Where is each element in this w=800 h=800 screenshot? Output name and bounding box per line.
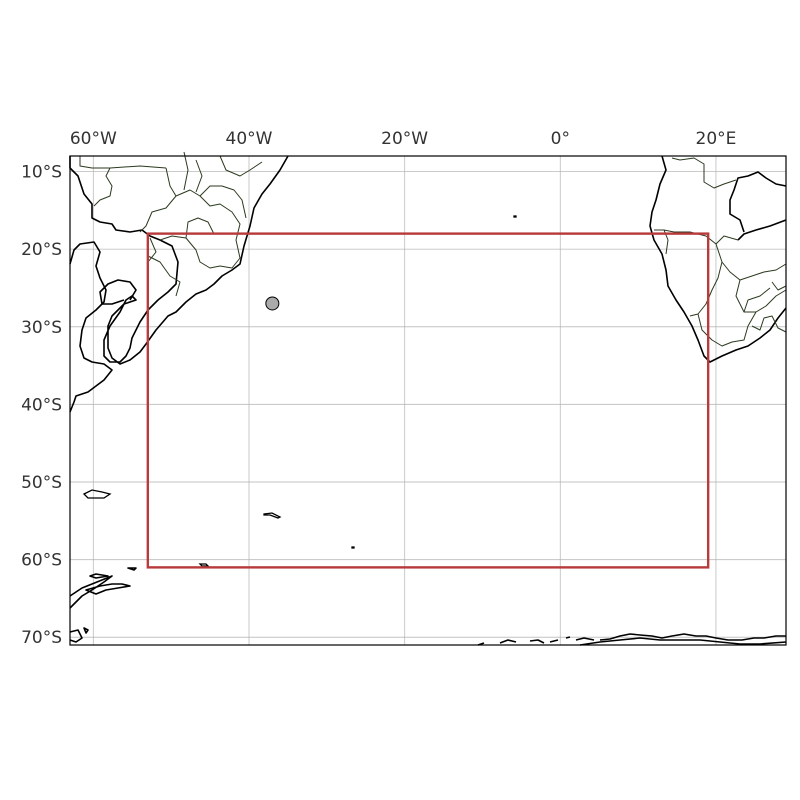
africa-coastline bbox=[649, 155, 787, 363]
latitude-tick-label: 40°S bbox=[21, 395, 62, 415]
islands bbox=[82, 215, 517, 567]
latitude-tick-label: 30°S bbox=[21, 318, 62, 338]
south-georgia-island bbox=[263, 512, 282, 519]
latitude-tick-label: 10°S bbox=[21, 163, 62, 183]
longitude-tick-label: 60°W bbox=[70, 129, 117, 149]
patagonia-coast bbox=[69, 241, 113, 413]
latitude-tick-label: 50°S bbox=[21, 473, 62, 493]
longitude-tick-label: 40°W bbox=[226, 129, 273, 149]
latitude-tick-label: 70°S bbox=[21, 628, 62, 648]
africa-east-edge bbox=[729, 171, 787, 241]
location-marker bbox=[265, 296, 280, 311]
region-of-interest-box bbox=[146, 232, 710, 569]
longitude-tick-label: 20°W bbox=[381, 129, 428, 149]
latitude-tick-label: 20°S bbox=[21, 240, 62, 260]
antarctic-peninsula-coast bbox=[69, 567, 137, 643]
longitude-tick-label: 20°E bbox=[696, 129, 737, 149]
falkland-islands bbox=[82, 489, 112, 499]
latitude-tick-label: 60°S bbox=[21, 551, 62, 571]
antarctica-coastline bbox=[477, 633, 787, 646]
map-frame bbox=[69, 155, 787, 646]
south-orkney-islands bbox=[198, 563, 210, 567]
gridlines bbox=[70, 156, 786, 645]
country-borders-africa bbox=[654, 157, 787, 347]
latitude-tick-labels: 10°S 20°S 30°S 40°S 50°S 60°S 70°S bbox=[21, 163, 62, 649]
longitude-tick-labels: 60°W 40°W 20°W 0° 20°E bbox=[70, 129, 737, 149]
africa-landmass bbox=[649, 155, 787, 363]
longitude-tick-label: 0° bbox=[551, 129, 570, 149]
south-america-landmass bbox=[69, 151, 289, 413]
south-america-coastline bbox=[69, 155, 289, 365]
antarctica-landmass bbox=[69, 567, 787, 646]
south-sandwich-islands bbox=[351, 546, 355, 549]
la-plata-estuary bbox=[99, 279, 137, 305]
country-borders-south-america bbox=[79, 151, 263, 297]
gough-island bbox=[513, 215, 517, 218]
